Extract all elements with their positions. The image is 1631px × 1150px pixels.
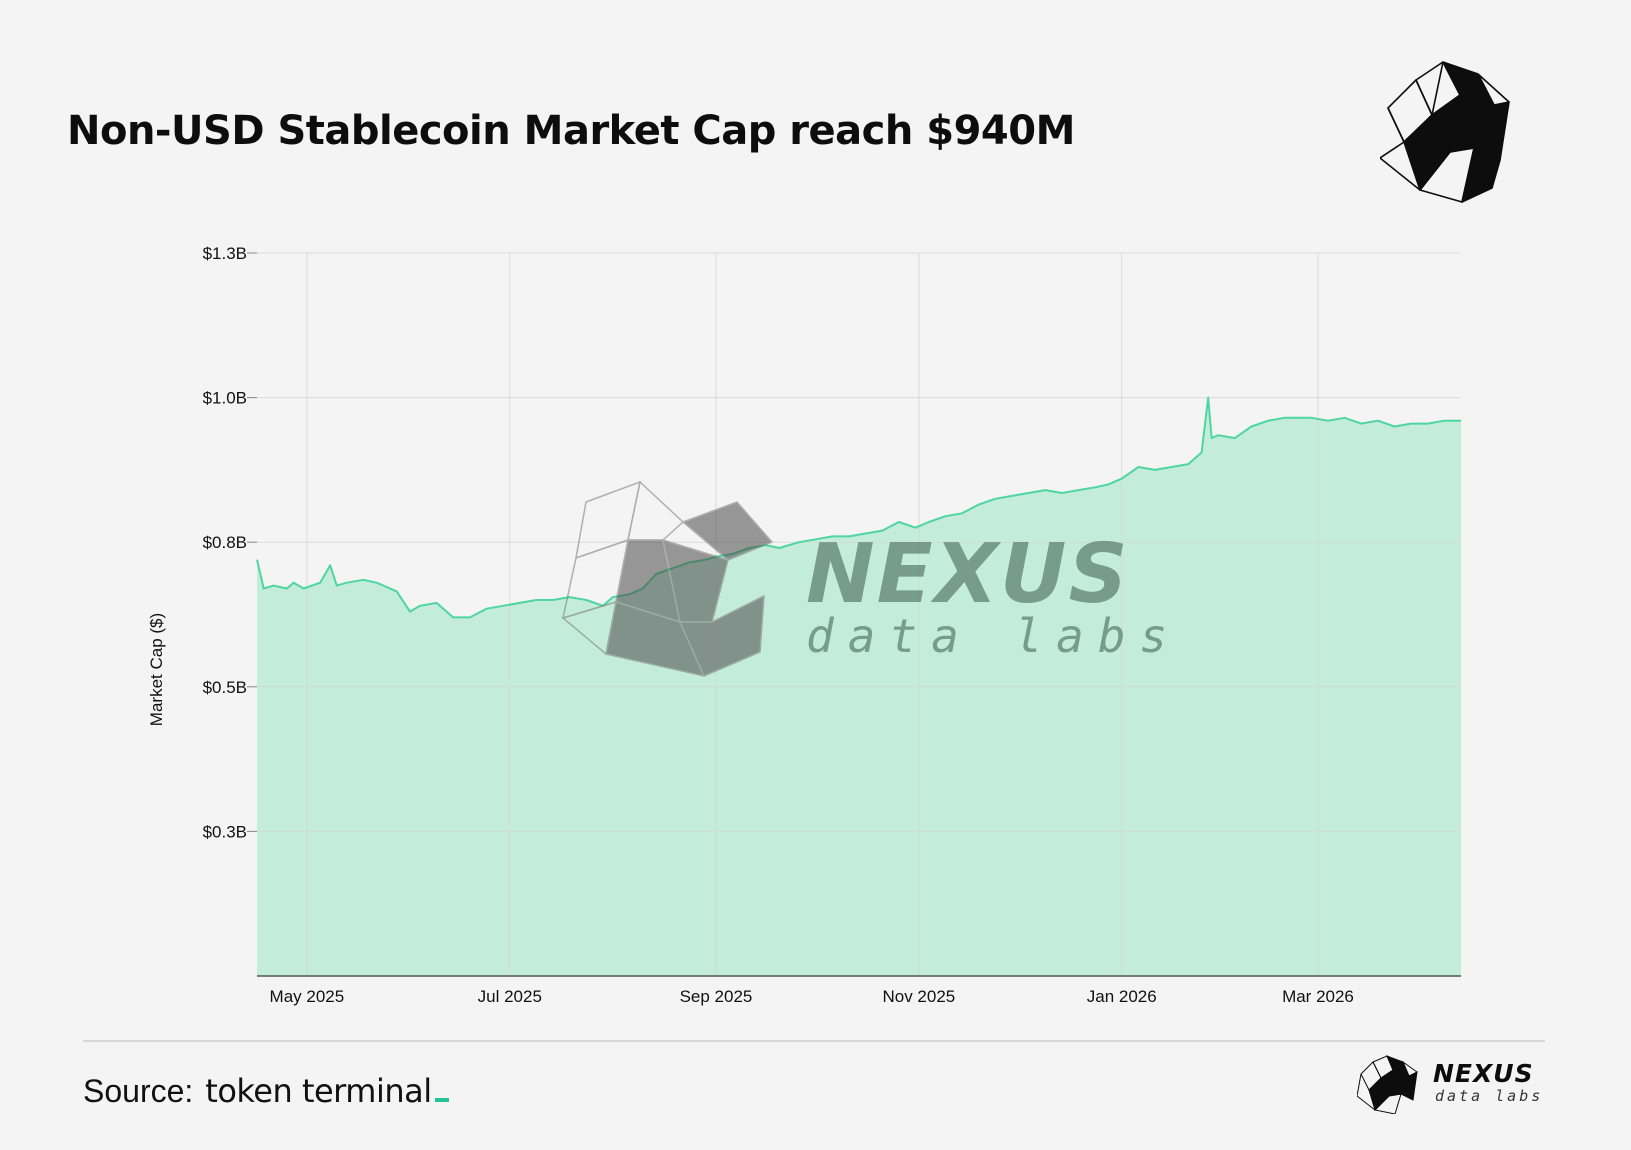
series-line <box>256 396 1461 619</box>
watermark-facet <box>681 501 774 561</box>
x-tick-label: Mar 2026 <box>1282 987 1354 1006</box>
source-brand: token terminal <box>205 1072 432 1110</box>
watermark-facet <box>627 480 685 541</box>
area-chart: $1.3B $1.0B $0.8B $0.5B $0.3B May 2025 Jul 202… <box>147 244 1461 1006</box>
y-tick-label: $1.3B <box>203 244 247 263</box>
footer-divider <box>83 1040 1545 1042</box>
cursor-mark <box>434 1098 449 1102</box>
y-tick-label: $0.8B <box>203 533 247 552</box>
watermark-facet <box>561 600 617 656</box>
footer-brand-name: NEXUS <box>1433 1059 1534 1088</box>
footer-brand-subtitle: data labs <box>1435 1087 1544 1105</box>
watermark-subtitle: data labs <box>806 609 1181 663</box>
y-tick-label: $0.3B <box>203 822 247 841</box>
x-tick-label: Sep 2025 <box>680 987 753 1006</box>
y-tick-label: $1.0B <box>203 389 247 408</box>
chart-title: Non-USD Stablecoin Market Cap reach $940… <box>67 108 1075 154</box>
source-line: Source: token terminal <box>83 1072 449 1110</box>
y-axis-label: Market Cap ($) <box>147 613 166 726</box>
watermark-logo-icon <box>561 480 774 678</box>
x-tick-label: Jan 2026 <box>1087 987 1157 1006</box>
x-tick-label: Nov 2025 <box>882 987 955 1006</box>
x-tick-label: May 2025 <box>270 987 345 1006</box>
y-tick-label: $0.5B <box>203 678 247 697</box>
nexus-logo-icon <box>1380 61 1510 203</box>
watermark-name: NEXUS <box>806 527 1130 622</box>
x-tick-label: Jul 2025 <box>478 987 542 1006</box>
watermark-facet <box>678 594 765 677</box>
nexus-small-logo-icon <box>1356 1055 1418 1115</box>
footer-brand: NEXUS data labs <box>1356 1054 1547 1115</box>
source-label: Source: <box>83 1073 194 1109</box>
